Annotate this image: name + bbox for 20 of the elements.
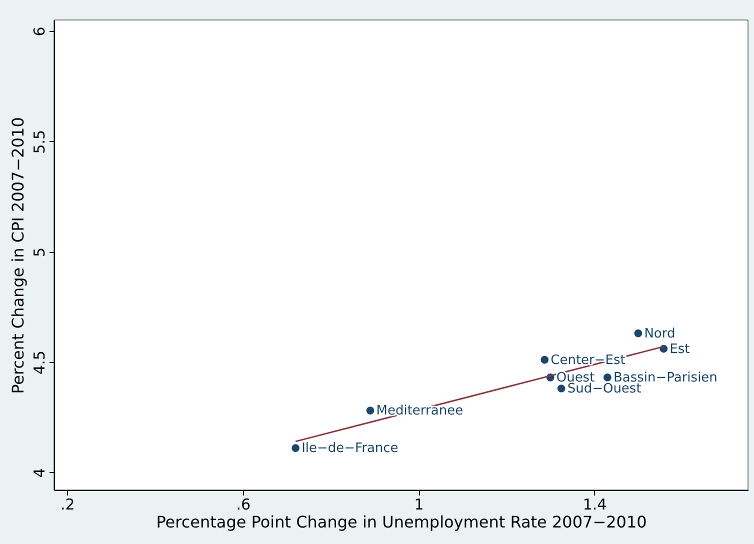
point [556, 384, 566, 394]
x-tick-label: 1.4 [582, 496, 607, 514]
x-tick-label: .2 [60, 496, 75, 514]
point [290, 443, 300, 453]
y-tick-label: 4.5 [30, 350, 48, 374]
point [602, 372, 612, 382]
x-tick-label: .6 [236, 496, 251, 514]
y-tick-label: 5 [30, 247, 48, 257]
y-axis-title: Percent Change in CPI 2007−2010 [8, 117, 28, 394]
x-tick-label: 1 [414, 496, 424, 514]
x-axis-title: Percentage Point Change in Unemployment Rate 2007−2010 [156, 512, 647, 532]
point [366, 406, 375, 416]
y-tick-label: 4 [30, 468, 48, 478]
y-tick-label: 5.5 [30, 130, 48, 154]
y-tick-label: 6 [30, 26, 48, 36]
annotation: Est [670, 342, 690, 357]
annotation: Nord [644, 326, 676, 342]
point [540, 355, 550, 365]
point [633, 328, 643, 338]
annotation: Ile−de−France [302, 441, 398, 456]
